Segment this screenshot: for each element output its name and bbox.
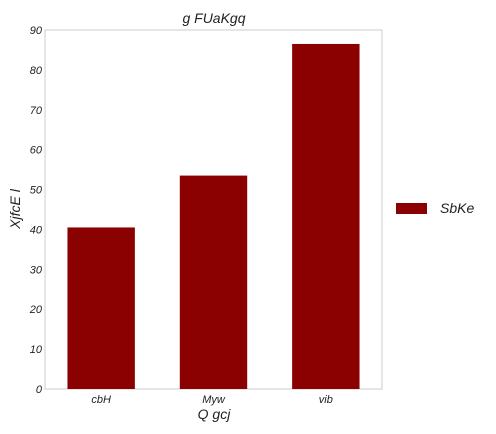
y-tick-label: 70 [30, 105, 43, 117]
y-tick-label: 30 [30, 264, 43, 276]
legend-swatch [396, 203, 427, 214]
x-tick-label: Myw [202, 394, 226, 406]
y-tick-label: 90 [30, 25, 43, 37]
bar-Myw [179, 175, 248, 389]
chart-title: g FUaKgq [182, 10, 245, 26]
y-tick-label: 10 [30, 344, 43, 356]
y-tick-label: 60 [30, 145, 43, 157]
y-axis-ticks: 0 10 20 30 40 50 60 70 80 90 [29, 25, 43, 396]
x-axis-ticks: cbH Myw vib [91, 394, 332, 406]
legend-label: SbKe [440, 200, 474, 216]
y-tick-label: 40 [30, 224, 43, 236]
legend: SbKe [396, 200, 474, 216]
y-tick-label: 80 [30, 65, 43, 77]
y-tick-label: 20 [29, 304, 43, 316]
y-axis-title: XjfcE l [7, 188, 23, 230]
bar-vib [292, 43, 360, 389]
bar-cbH [67, 227, 135, 389]
y-tick-label: 0 [36, 384, 43, 396]
y-tick-label: 50 [30, 185, 43, 197]
x-tick-label: cbH [91, 394, 111, 406]
x-tick-label: vib [319, 394, 333, 406]
bars-group [67, 43, 360, 389]
x-axis-title: Q gcj [198, 406, 232, 422]
